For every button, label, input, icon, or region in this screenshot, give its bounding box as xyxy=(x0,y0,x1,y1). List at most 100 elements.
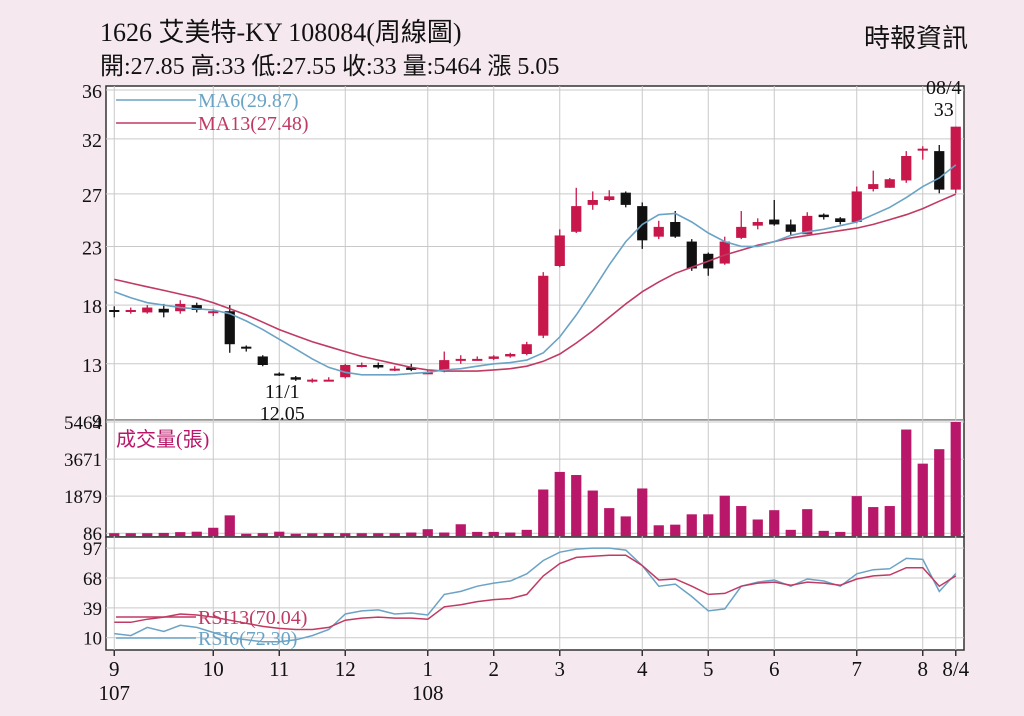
volume-bar xyxy=(472,531,483,536)
low-date-annotation: 11/1 xyxy=(265,381,300,403)
rsi6-legend-label: RSI6(72.30) xyxy=(198,628,297,650)
candle-body xyxy=(604,196,615,200)
x-tick-label: 9 xyxy=(109,657,120,681)
volume-bar xyxy=(538,489,549,536)
candle-body xyxy=(851,191,862,222)
volume-bar xyxy=(851,496,862,536)
volume-bar xyxy=(356,533,367,536)
candle-body xyxy=(785,224,796,232)
candle-body xyxy=(554,235,565,266)
volume-bar xyxy=(620,516,631,536)
volume-tick-label: 5464 xyxy=(64,413,103,434)
volume-bar xyxy=(917,463,928,536)
volume-bar xyxy=(488,531,499,536)
volume-bar xyxy=(604,508,615,536)
candle-body xyxy=(422,372,433,375)
price-tick-label: 36 xyxy=(82,81,102,103)
candle-body xyxy=(521,344,532,354)
candle-body xyxy=(620,192,631,205)
candle-body xyxy=(769,219,780,225)
volume-bar xyxy=(373,533,384,536)
rsi-tick-label: 68 xyxy=(83,569,102,590)
candle-body xyxy=(142,307,153,313)
volume-bar xyxy=(406,532,417,536)
volume-bar xyxy=(158,532,169,536)
candle-body xyxy=(653,226,664,237)
low-value-annotation: 12.05 xyxy=(260,403,305,425)
volume-bar xyxy=(587,490,598,536)
moving-average-lines xyxy=(114,164,957,376)
volume-bar xyxy=(884,506,895,536)
volume-bar xyxy=(653,525,664,536)
volume-bar xyxy=(686,514,697,536)
candle-body xyxy=(587,200,598,205)
grid-lines xyxy=(106,86,964,650)
candle-body xyxy=(934,151,945,190)
candle-body xyxy=(884,179,895,188)
candle-body xyxy=(224,311,235,345)
x-tick-label: 2 xyxy=(489,657,500,681)
x-tick-label: 1 xyxy=(423,657,434,681)
volume-bar xyxy=(769,510,780,536)
rsi6-line xyxy=(114,547,957,643)
candle-body xyxy=(290,377,301,380)
candle-body xyxy=(736,226,747,238)
volume-bar xyxy=(554,471,565,536)
x-tick-label: 10 xyxy=(203,657,224,681)
rsi-tick-label: 97 xyxy=(83,539,102,560)
volume-bar xyxy=(571,475,582,536)
panel-frames xyxy=(105,85,965,651)
chart-title: 1626 艾美特-KY 108084(周線圖) xyxy=(100,18,462,47)
volume-bar xyxy=(208,527,219,536)
candle-body xyxy=(719,241,730,264)
candle-body xyxy=(472,358,483,361)
x-tick-label: 8/4 xyxy=(942,657,969,681)
candle-body xyxy=(488,356,499,359)
ma6-legend-label: MA6(29.87) xyxy=(198,90,299,112)
volume-bar xyxy=(719,495,730,536)
volume-bar xyxy=(439,532,450,536)
volume-bar xyxy=(175,532,186,536)
candle-body xyxy=(455,358,466,361)
high-value-annotation: 33 xyxy=(934,99,954,121)
candle-body xyxy=(158,308,169,313)
candle-body xyxy=(208,311,219,314)
volume-bar xyxy=(422,529,433,536)
volume-bar xyxy=(703,514,714,536)
x-tick-label: 3 xyxy=(555,657,566,681)
candle-body xyxy=(125,310,136,312)
x-tick-label: 11 xyxy=(269,657,289,681)
candle-body xyxy=(389,368,400,371)
volume-bar xyxy=(274,531,285,536)
volume-bar xyxy=(323,533,334,536)
volume-bar xyxy=(901,429,912,536)
candle-body xyxy=(670,222,681,237)
rsi13-legend-label: RSI13(70.04) xyxy=(198,607,307,629)
candle-body xyxy=(406,367,417,370)
price-tick-label: 9 xyxy=(92,411,102,433)
ma13-line xyxy=(114,193,957,372)
volume-bar xyxy=(125,533,136,536)
candle-body xyxy=(274,373,285,376)
panel-frame-1 xyxy=(105,419,965,538)
candle-body xyxy=(356,365,367,367)
price-tick-label: 27 xyxy=(82,185,102,207)
x-tick-label: 8 xyxy=(918,657,929,681)
volume-bar xyxy=(736,506,747,536)
volume-bar xyxy=(307,533,318,536)
volume-bar xyxy=(752,519,763,536)
volume-bar xyxy=(637,488,648,536)
panel-frame-2 xyxy=(105,536,965,651)
volume-bar xyxy=(340,533,351,536)
price-tick-label: 18 xyxy=(82,296,102,318)
volume-bar xyxy=(868,507,879,536)
volume-bar xyxy=(670,524,681,536)
volume-bar xyxy=(191,531,202,536)
volume-bar xyxy=(241,533,252,536)
x-tick-label: 4 xyxy=(637,657,648,681)
x-tick-label: 7 xyxy=(852,657,863,681)
candlestick-series xyxy=(109,126,961,383)
rsi13-line xyxy=(114,554,957,631)
year-label: 108 xyxy=(412,681,444,705)
volume-bar xyxy=(835,531,846,536)
